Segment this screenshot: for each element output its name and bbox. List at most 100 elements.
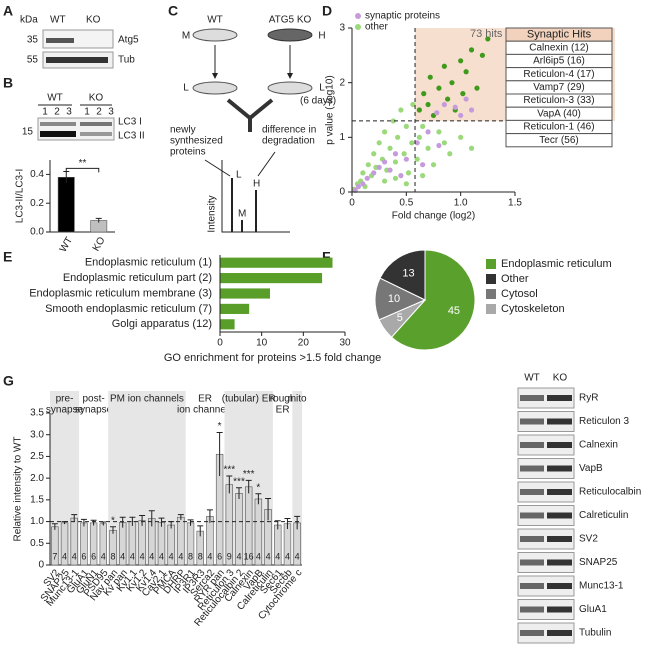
y-tick-label: Golgi apparatus (12) [112, 318, 212, 330]
table-row: Vamp7 (29) [533, 82, 585, 93]
point [447, 151, 453, 157]
x-axis-title: GO enrichment for proteins >1.5 fold cha… [164, 352, 381, 364]
point [420, 123, 426, 129]
blot [517, 528, 575, 550]
bar [220, 303, 250, 314]
y-axis-title: LC3-II/LC3-I [15, 169, 26, 223]
legend-swatch [486, 289, 496, 299]
bracket [65, 167, 100, 173]
blot-band [520, 489, 544, 495]
point [376, 140, 382, 146]
group-label: (tubular) ER [222, 394, 276, 405]
blot-band [40, 131, 76, 137]
peak-label: L [236, 170, 242, 181]
point [365, 162, 371, 168]
legend-label: other [365, 22, 388, 33]
error-bar [197, 525, 204, 537]
x-tick-label: 1.5 [508, 198, 522, 209]
dish [192, 81, 238, 95]
n-label: 6 [91, 551, 96, 561]
blot-band [547, 395, 572, 401]
panel-label: A [3, 3, 13, 19]
blot-band [547, 606, 572, 613]
blot [517, 458, 575, 479]
label: L [183, 83, 189, 94]
point [405, 170, 412, 176]
x-axis-title: Fold change (log2) [392, 211, 475, 222]
error-bar [51, 523, 58, 530]
error-bar [71, 514, 78, 522]
point [401, 151, 407, 157]
band-label: GluA1 [579, 604, 607, 615]
group-label: PM ion channels [110, 394, 184, 405]
dish [267, 28, 313, 42]
pie-slice [390, 249, 476, 351]
axis [351, 28, 515, 193]
point [434, 110, 440, 116]
unit: kDa [20, 15, 38, 26]
error-bar [95, 217, 102, 223]
point [427, 74, 433, 80]
blot-band [46, 57, 108, 63]
legend-label: Cytosol [501, 288, 538, 300]
significance: *** [233, 476, 245, 487]
x-tick-label: 30 [339, 338, 351, 349]
n-label: 4 [178, 551, 183, 561]
blot-band [547, 583, 572, 589]
band-label: Tubulin [579, 628, 611, 639]
legend-label: Other [501, 273, 529, 285]
dish [267, 81, 313, 95]
point [360, 170, 366, 176]
n-label: 4 [236, 551, 241, 561]
group-label: synapse [46, 405, 84, 416]
n-label: 7 [52, 551, 57, 561]
table-row: Reticulon-1 (46) [523, 122, 594, 133]
n-label: 4 [130, 551, 135, 561]
y-tick-label: Endoplasmic reticulum part (2) [63, 272, 212, 284]
point [436, 129, 442, 135]
point [360, 181, 366, 187]
label: degradation [262, 136, 315, 147]
x-tick-label: WT [58, 235, 75, 254]
pointer [257, 151, 276, 177]
band-label: SNAP25 [579, 557, 618, 568]
y-tick-label: 3.5 [30, 408, 44, 419]
blot-band [547, 489, 572, 495]
bar [57, 176, 75, 233]
legend-label: Endoplasmic reticulum [501, 258, 612, 270]
group-label: ion channels [177, 405, 233, 416]
condition: ATG5 KO [269, 15, 312, 26]
point [421, 91, 427, 97]
marker: 15 [22, 127, 34, 138]
n-label: 4 [62, 551, 67, 561]
group-label: pre- [56, 394, 74, 405]
point [441, 63, 447, 69]
error-bar [294, 515, 301, 530]
point [371, 170, 377, 176]
y-tick-label: 2.5 [30, 451, 44, 462]
group-label: rough [270, 394, 296, 405]
blot [517, 505, 575, 526]
blot [517, 575, 575, 597]
y-tick-label: 0 [339, 187, 345, 198]
blot-band [520, 395, 544, 401]
error-bar [265, 498, 272, 521]
point [387, 145, 393, 151]
blot-band [520, 442, 544, 448]
band-label: VapB [579, 463, 603, 474]
point [403, 181, 409, 187]
bar [220, 319, 235, 330]
n-label: 8 [188, 551, 193, 561]
band-label: LC3 I [118, 117, 142, 128]
axis-title: Intensity [207, 195, 218, 232]
point [441, 140, 447, 146]
dish [192, 28, 238, 42]
band-label: Calnexin [579, 440, 618, 451]
table-row: VapA (40) [537, 108, 581, 119]
point [364, 175, 370, 181]
bar [220, 273, 323, 284]
blot-band [46, 38, 74, 43]
peak-label: H [253, 179, 260, 190]
condition: WT [207, 15, 223, 26]
error-bar [274, 520, 281, 530]
